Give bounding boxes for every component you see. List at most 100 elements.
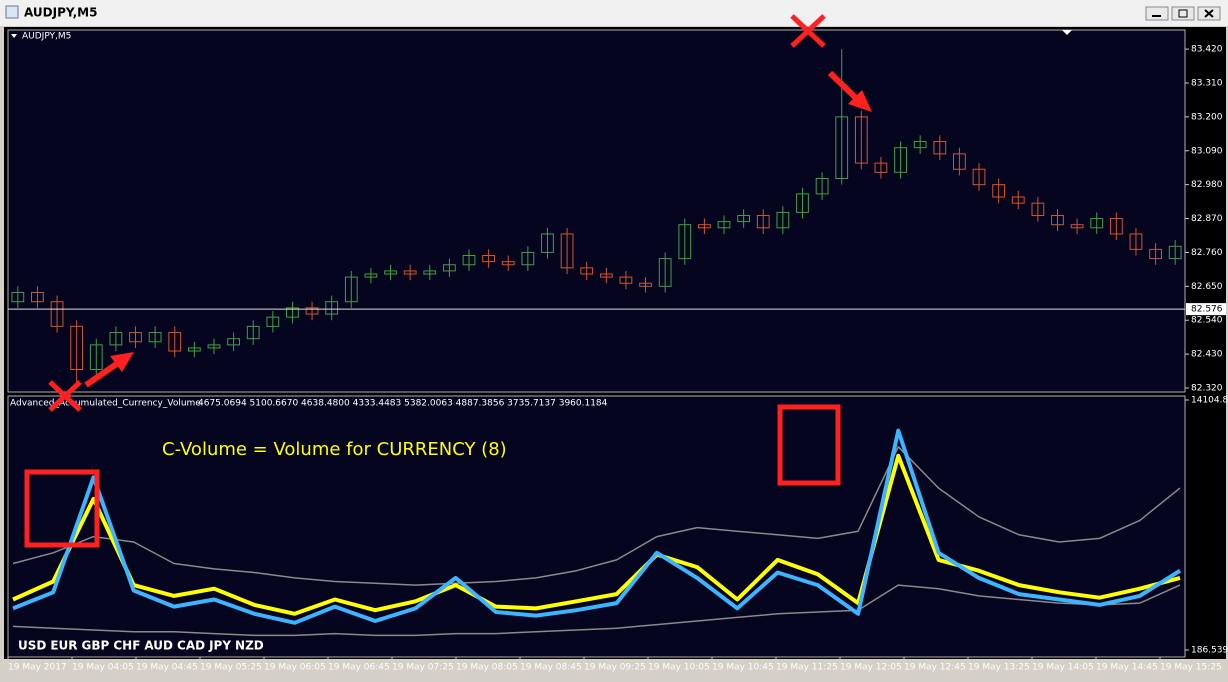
candle-body <box>1011 196 1025 204</box>
legend-entry: CAD <box>177 639 205 653</box>
candle-body <box>1031 202 1045 216</box>
candle-body <box>953 153 966 170</box>
candle-body <box>501 261 515 266</box>
y-tick-label: 14104.8 <box>1191 396 1228 406</box>
candle-body <box>992 184 1006 198</box>
x-tick-label: 19 May 05:25 <box>200 663 262 673</box>
bottom-x-marker <box>48 380 82 412</box>
indicator-readout: 4675.0694 5100.6670 4638.4800 4333.4483 … <box>198 399 608 409</box>
window-title: AUDJPY,M5 <box>24 6 97 20</box>
indicator-label: Advanced_Accumulated_Currency_Volume <box>10 399 201 409</box>
x-tick-label: 19 May 06:05 <box>264 663 326 673</box>
up-arrow-head <box>110 352 134 372</box>
candle-body <box>344 276 358 303</box>
plot-layer: 83.420 83.310 83.200 83.090 82.980 82.870 82.7… <box>7 45 1228 673</box>
candle-body <box>894 147 907 173</box>
x-tick-label: 19 May 12:05 <box>840 663 902 673</box>
candle-body <box>678 224 692 260</box>
legend-entry: GBP <box>82 639 110 653</box>
current-price-label: 82.576 <box>1191 305 1223 315</box>
candle-body <box>1129 233 1143 250</box>
candle-body <box>109 332 123 346</box>
y-tick-label: 82.430 <box>1191 350 1223 360</box>
candle-body <box>1051 214 1064 226</box>
candle-body <box>442 264 456 272</box>
candle-body <box>737 214 751 223</box>
candle-body <box>227 338 240 346</box>
candle-body <box>187 347 201 352</box>
legend-entry: CHF <box>113 639 140 653</box>
x-tick-label: 19 May 08:45 <box>520 663 582 673</box>
candle-body <box>207 344 221 349</box>
candle-body <box>835 116 849 179</box>
legend-entry: EUR <box>50 639 77 653</box>
candle-body <box>521 251 535 266</box>
legend-entry: JPY <box>208 639 231 653</box>
y-tick-label: 82.540 <box>1191 316 1223 326</box>
x-tick-label: 19 May 04:05 <box>72 663 134 673</box>
candle-body <box>31 291 44 303</box>
y-tick-label: 82.980 <box>1191 180 1223 190</box>
restore-glyph <box>1178 9 1188 18</box>
panel-menu-arrow[interactable] <box>11 34 17 38</box>
candle-body <box>11 291 25 303</box>
x-tick-label: 19 May 06:45 <box>328 663 390 673</box>
candle-body <box>266 316 280 327</box>
candle-body <box>403 270 417 275</box>
candle-body <box>50 301 64 327</box>
window-icon <box>5 5 19 19</box>
candle-body <box>384 270 397 275</box>
candle-body <box>168 332 182 352</box>
volume-line <box>12 428 1182 625</box>
candle-body <box>129 332 142 343</box>
upper-band <box>12 446 1181 586</box>
shift-marker <box>1062 30 1072 35</box>
y-tick-label: 83.200 <box>1191 112 1223 122</box>
candle-body <box>874 162 888 173</box>
x-tick-label: 19 May 2017 <box>8 663 67 673</box>
down-arrow-head <box>848 90 872 112</box>
x-tick-label: 19 May 12:45 <box>904 663 966 673</box>
restore-button[interactable] <box>1171 6 1195 21</box>
candle-body <box>1168 245 1182 260</box>
close-glyph <box>1204 9 1214 18</box>
candle-body <box>1149 248 1162 260</box>
candle-body <box>148 332 162 343</box>
x-tick-label: 19 May 08:05 <box>456 663 518 673</box>
candle-body <box>89 344 103 371</box>
overlays <box>24 14 872 548</box>
legend-entry: USD <box>18 639 46 653</box>
title-bar <box>0 0 1228 26</box>
candle-body <box>462 255 476 266</box>
y-tick-label: 82.870 <box>1191 214 1223 224</box>
x-tick-label: 19 May 15:25 <box>1160 663 1222 673</box>
candle-body <box>933 141 947 155</box>
y-tick-label: 83.090 <box>1191 146 1223 156</box>
highlight-box <box>24 469 100 548</box>
price-panel <box>7 29 1186 393</box>
candle-body <box>658 258 672 287</box>
legend-entry: NZD <box>235 639 264 653</box>
current-price-box <box>1186 303 1226 316</box>
window-buttons[interactable] <box>1145 6 1221 21</box>
candle-body <box>913 141 927 149</box>
candle-body <box>619 276 633 284</box>
x-tick-label: 19 May 14:05 <box>1032 663 1094 673</box>
x-tick-label: 19 May 13:25 <box>968 663 1030 673</box>
candle-body <box>815 177 829 195</box>
candle-body <box>482 255 495 263</box>
price-panel-label: AUDJPY,M5 <box>22 32 71 42</box>
y-tick-label: 83.310 <box>1191 78 1223 88</box>
legend-entry: AUD <box>144 639 173 653</box>
highlight-box <box>777 404 841 486</box>
y-tick-label: 82.320 <box>1191 383 1223 393</box>
x-tick-label: 19 May 07:25 <box>392 663 454 673</box>
minimize-button[interactable] <box>1145 6 1169 21</box>
candle-body <box>1090 218 1104 229</box>
candle-body <box>698 224 711 229</box>
candle-body <box>364 273 378 278</box>
y-tick-label: 83.420 <box>1191 45 1223 55</box>
x-tick-label: 19 May 14:45 <box>1096 663 1158 673</box>
